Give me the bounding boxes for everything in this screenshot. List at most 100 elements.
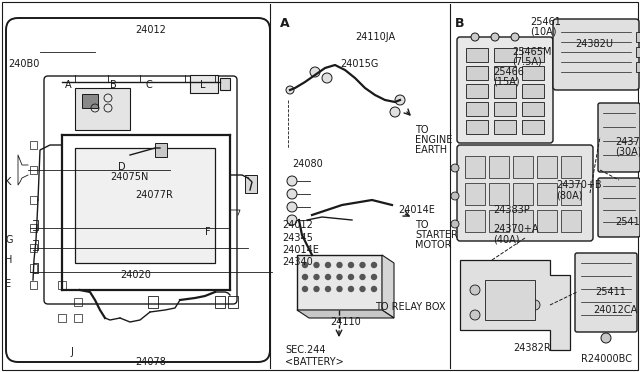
Text: ENGINE: ENGINE <box>415 135 452 145</box>
Circle shape <box>360 263 365 267</box>
Circle shape <box>287 202 297 212</box>
Circle shape <box>511 33 519 41</box>
Bar <box>489 156 509 178</box>
Text: (15A): (15A) <box>493 77 520 87</box>
Bar <box>561 156 581 178</box>
Circle shape <box>530 300 540 310</box>
Bar <box>466 84 488 98</box>
Circle shape <box>314 286 319 292</box>
Text: 24383P: 24383P <box>493 205 530 215</box>
Polygon shape <box>297 310 394 318</box>
Circle shape <box>491 33 499 41</box>
Text: (10A): (10A) <box>530 27 557 37</box>
Text: SEC.244: SEC.244 <box>285 345 326 355</box>
Bar <box>215 296 225 308</box>
Text: J: J <box>70 347 73 357</box>
Text: 24020: 24020 <box>120 270 151 280</box>
Circle shape <box>287 215 297 225</box>
Text: 24370: 24370 <box>615 137 640 147</box>
Bar <box>636 62 640 72</box>
Bar <box>30 281 37 289</box>
Text: 24012CA: 24012CA <box>593 305 637 315</box>
Circle shape <box>601 333 611 343</box>
Bar <box>466 120 488 134</box>
Bar <box>489 183 509 205</box>
Text: L: L <box>200 80 205 90</box>
Circle shape <box>470 310 480 320</box>
Bar <box>58 281 66 289</box>
Bar <box>155 143 167 157</box>
Text: B: B <box>455 17 465 30</box>
Bar <box>561 183 581 205</box>
Bar <box>537 183 557 205</box>
Text: EARTH: EARTH <box>415 145 447 155</box>
FancyBboxPatch shape <box>598 178 640 237</box>
Text: 25410: 25410 <box>615 217 640 227</box>
Bar <box>190 75 218 93</box>
Circle shape <box>287 176 297 186</box>
Bar <box>220 78 230 90</box>
Bar <box>30 264 37 272</box>
Text: 24110JA: 24110JA <box>355 32 395 42</box>
Bar <box>522 102 544 116</box>
Polygon shape <box>382 255 394 318</box>
FancyBboxPatch shape <box>457 37 553 143</box>
Text: K: K <box>5 177 12 187</box>
Text: R24000BC: R24000BC <box>581 354 632 364</box>
Text: F: F <box>205 227 211 237</box>
Text: G: G <box>5 235 13 245</box>
Bar <box>513 183 533 205</box>
Bar <box>30 244 37 252</box>
Text: 25461: 25461 <box>530 17 561 27</box>
Text: 24370+B: 24370+B <box>556 180 602 190</box>
Text: (7.5A): (7.5A) <box>512 57 541 67</box>
Bar <box>522 66 544 80</box>
Text: STARTER: STARTER <box>415 230 458 240</box>
Text: 25465M: 25465M <box>512 47 552 57</box>
Circle shape <box>326 275 330 279</box>
FancyBboxPatch shape <box>457 145 593 241</box>
Text: 24014E: 24014E <box>398 205 435 215</box>
Bar <box>494 66 516 80</box>
Circle shape <box>314 263 319 267</box>
Bar <box>148 296 158 308</box>
Circle shape <box>371 286 376 292</box>
Circle shape <box>303 275 307 279</box>
Bar <box>245 175 257 193</box>
Bar <box>522 48 544 62</box>
Bar <box>466 66 488 80</box>
Text: 24110: 24110 <box>330 317 361 327</box>
Text: <BATTERY>: <BATTERY> <box>285 357 344 367</box>
Circle shape <box>451 192 459 200</box>
Bar <box>485 280 535 320</box>
Circle shape <box>471 33 479 41</box>
Bar <box>465 156 485 178</box>
Bar <box>465 183 485 205</box>
Circle shape <box>395 95 405 105</box>
Text: A: A <box>280 17 290 30</box>
Text: 24075N: 24075N <box>110 172 148 182</box>
Bar <box>75 88 130 130</box>
Text: TO: TO <box>415 220 429 230</box>
Bar <box>636 32 640 42</box>
Circle shape <box>326 286 330 292</box>
Text: 240B0: 240B0 <box>8 59 40 69</box>
Text: 24014E: 24014E <box>282 245 319 255</box>
Circle shape <box>371 275 376 279</box>
Text: 25411: 25411 <box>595 287 626 297</box>
Circle shape <box>360 286 365 292</box>
Bar <box>537 210 557 232</box>
FancyBboxPatch shape <box>598 103 640 172</box>
Circle shape <box>287 189 297 199</box>
Text: 24345: 24345 <box>282 233 313 243</box>
Bar <box>494 48 516 62</box>
Text: 25466: 25466 <box>493 67 524 77</box>
Text: 24012: 24012 <box>135 25 166 35</box>
Text: B: B <box>110 80 116 90</box>
Bar <box>489 210 509 232</box>
Bar <box>636 47 640 57</box>
Bar <box>30 196 37 204</box>
Bar <box>522 120 544 134</box>
Bar <box>74 314 82 322</box>
Text: 24382R: 24382R <box>513 343 551 353</box>
